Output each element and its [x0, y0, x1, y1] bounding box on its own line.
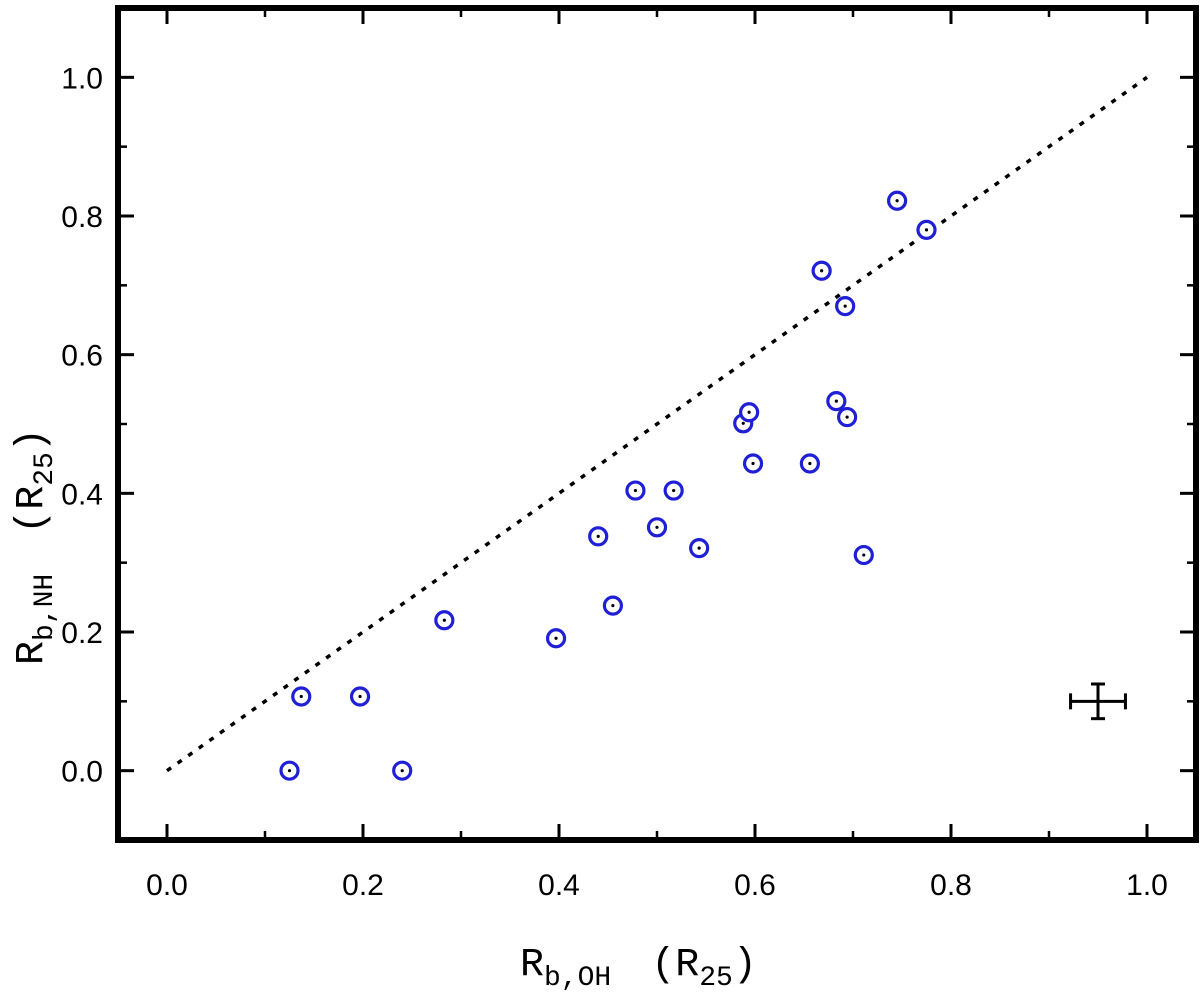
y-tick-label: 0.4	[61, 478, 103, 511]
x-tick-label: 0.4	[538, 869, 580, 902]
x-axis-label: Rb,OH (R25)	[520, 943, 757, 994]
data-point	[799, 453, 820, 474]
point-center	[287, 769, 292, 773]
point-center	[862, 553, 866, 557]
x-tick-label: 1.0	[1126, 869, 1168, 902]
point-center	[299, 694, 303, 699]
y-tick-label: 0.6	[61, 340, 103, 373]
data-point	[434, 610, 455, 631]
point-center	[843, 304, 847, 308]
point-center	[655, 525, 659, 529]
data-point	[739, 402, 760, 423]
y-axis-label: Rb,NH(R25)	[10, 428, 61, 665]
point-center	[442, 618, 446, 622]
data-point	[837, 406, 858, 428]
point-center	[672, 488, 676, 493]
x-tick-label: 0.2	[342, 869, 384, 902]
point-center	[751, 461, 755, 466]
data-point	[853, 544, 874, 566]
point-center	[820, 269, 824, 273]
y-tick-label: 0.8	[61, 201, 103, 234]
point-center	[834, 399, 838, 403]
point-center	[697, 546, 701, 550]
x-tick-label: 0.0	[146, 869, 188, 902]
data-point	[279, 760, 300, 781]
error-bar	[1069, 682, 1127, 721]
point-center	[808, 461, 812, 466]
data-point	[646, 517, 668, 538]
point-center	[633, 488, 638, 493]
data-point	[625, 480, 646, 501]
x-tick-label: 0.8	[930, 869, 972, 902]
data-point	[742, 453, 764, 474]
point-center	[895, 199, 899, 203]
point-center	[845, 415, 849, 419]
data-point	[811, 260, 832, 281]
point-center	[400, 769, 404, 773]
reference-line	[165, 75, 1149, 773]
data-point	[291, 686, 312, 707]
data-point	[689, 538, 710, 559]
point-center	[554, 636, 558, 640]
data-point	[602, 595, 624, 616]
data-point	[663, 480, 684, 501]
y-tick-label: 0.0	[61, 756, 103, 789]
point-center	[358, 694, 362, 699]
data-point	[886, 190, 908, 211]
data-point	[835, 296, 856, 317]
point-center	[924, 228, 929, 232]
data-point	[916, 219, 937, 240]
point-center	[611, 604, 615, 608]
data-point	[392, 760, 413, 781]
data-point	[588, 526, 609, 547]
y-tick-label: 1.0	[61, 62, 103, 95]
x-tick-label: 0.6	[734, 869, 776, 902]
data-point	[349, 686, 371, 707]
y-tick-label: 0.2	[61, 617, 103, 650]
data-point	[826, 391, 847, 412]
point-center	[747, 410, 751, 414]
point-center	[741, 421, 745, 425]
point-center	[596, 534, 600, 538]
data-point	[545, 628, 567, 649]
